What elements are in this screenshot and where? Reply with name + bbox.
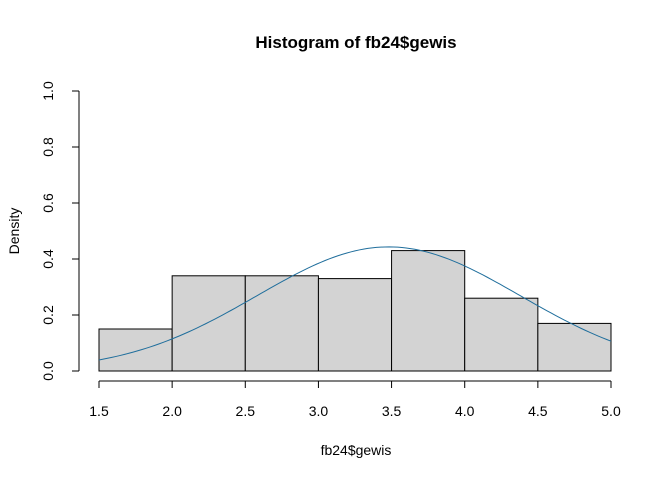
x-axis: 1.5 2.0 2.5 3.0 3.5 4.0 4.5 5.0 bbox=[89, 380, 621, 419]
histogram-bar-4 bbox=[317, 278, 393, 372]
x-axis-label: fb24$gewis bbox=[321, 442, 392, 458]
y-tick-label: 1.0 bbox=[40, 81, 56, 101]
y-tick-label: 0.2 bbox=[40, 305, 56, 325]
x-tick-label: 3.0 bbox=[309, 403, 329, 419]
x-tick-label: 5.0 bbox=[601, 403, 621, 419]
density-curve bbox=[98, 246, 612, 361]
histogram-bar-6 bbox=[464, 297, 539, 372]
histogram-bar-2 bbox=[171, 275, 246, 372]
histogram-bar-5 bbox=[391, 250, 466, 372]
histogram-bar-7 bbox=[537, 322, 612, 372]
chart-title: Histogram of fb24$gewis bbox=[255, 33, 456, 52]
x-tick-label: 3.5 bbox=[382, 403, 402, 419]
y-axis-label: Density bbox=[6, 208, 22, 255]
x-tick-label: 1.5 bbox=[89, 403, 109, 419]
histogram-bars bbox=[98, 250, 612, 372]
x-tick-label: 4.0 bbox=[455, 403, 475, 419]
x-tick-label: 2.0 bbox=[162, 403, 182, 419]
y-tick-label: 0.4 bbox=[40, 249, 56, 269]
histogram-bar-1 bbox=[98, 328, 173, 372]
histogram-bar-3 bbox=[244, 275, 319, 372]
y-tick-label: 0.0 bbox=[40, 361, 56, 381]
x-tick-label: 2.5 bbox=[236, 403, 256, 419]
x-tick-label: 4.5 bbox=[528, 403, 548, 419]
y-tick-label: 0.6 bbox=[40, 193, 56, 213]
y-tick-label: 0.8 bbox=[40, 137, 56, 157]
y-axis: 0.0 0.2 0.4 0.6 0.8 1.0 bbox=[40, 81, 80, 381]
